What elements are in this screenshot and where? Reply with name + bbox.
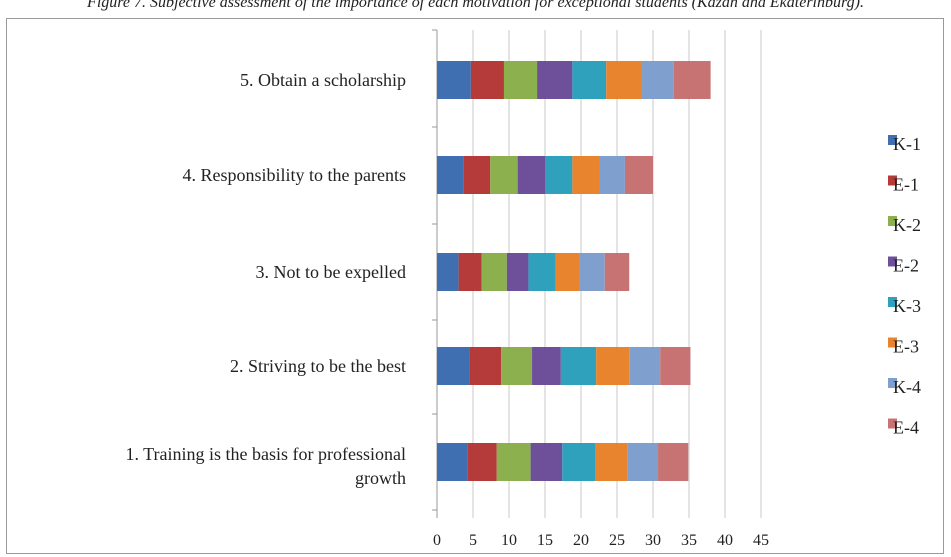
legend-swatch <box>888 297 897 307</box>
legend-label: K-4 <box>893 377 921 397</box>
bar-segment-e-1 <box>469 347 502 385</box>
bar-segment-e-1 <box>458 253 482 291</box>
bar-segment-e-3 <box>555 253 580 291</box>
bar-segment-k-3 <box>562 443 596 481</box>
bar-segment-k-2 <box>501 347 533 385</box>
x-tick-label: 20 <box>573 532 589 549</box>
bar-segment-e-4 <box>658 443 689 481</box>
category-label: 3. Not to be expelled <box>256 262 406 282</box>
bar-segment-e-4 <box>604 253 630 291</box>
bar-segment-e-3 <box>606 61 642 99</box>
category-label: 5. Obtain a scholarship <box>240 70 406 90</box>
bar-segment-k-3 <box>545 156 573 194</box>
bar-segment-e-4 <box>660 347 691 385</box>
bar-segment-e-4 <box>673 61 711 99</box>
legend-label: K-3 <box>893 296 921 316</box>
x-tick-label: 30 <box>645 532 661 549</box>
bar-segment-k-4 <box>579 253 605 291</box>
legend-label: E-2 <box>893 256 919 276</box>
bar-segment-k-1 <box>437 61 471 99</box>
bar-segment-k-3 <box>560 347 597 385</box>
x-tick-labels: 0 5 10 15 20 25 30 35 40 45 <box>433 532 769 549</box>
bar-segment-k-4 <box>629 347 661 385</box>
bar-segment-k-4 <box>641 61 674 99</box>
bar-segment-e-3 <box>595 443 628 481</box>
category-labels: 5. Obtain a scholarship 4. Responsibility… <box>126 70 407 488</box>
legend-swatch <box>888 418 897 429</box>
legend-swatch <box>888 337 897 348</box>
bar-segment-e-4 <box>624 156 653 194</box>
bar-segment-k-2 <box>481 253 507 291</box>
x-tick-label: 45 <box>753 532 769 549</box>
legend-label: E-4 <box>893 418 919 438</box>
bar-segment-k-1 <box>437 347 470 385</box>
bar-segment-k-4 <box>627 443 659 481</box>
bar-segment-e-2 <box>517 156 545 194</box>
legend-swatch <box>888 216 897 226</box>
figure-caption: Figure 7. Subjective assessment of the i… <box>87 0 864 11</box>
x-tick-label: 10 <box>501 532 517 549</box>
x-tick-label: 25 <box>609 532 625 549</box>
legend-swatch <box>888 378 897 388</box>
legend-label: E-3 <box>893 337 919 357</box>
x-tick-label: 15 <box>537 532 553 549</box>
bar-segment-e-1 <box>467 443 497 481</box>
bar-segment-e-2 <box>532 347 561 385</box>
bar-segment-e-3 <box>572 156 599 194</box>
legend-label: K-1 <box>893 134 921 154</box>
bar-segment-e-2 <box>530 443 563 481</box>
bar-segment-k-4 <box>599 156 625 194</box>
bars <box>437 61 711 481</box>
category-label: 1. Training is the basis for professiona… <box>126 444 407 464</box>
x-tick-label: 0 <box>433 532 441 549</box>
bar-segment-e-3 <box>596 347 630 385</box>
category-label: 4. Responsibility to the parents <box>183 165 406 185</box>
bar-segment-k-1 <box>437 156 464 194</box>
legend: K-1 E-1 K-2 E-2 K-3 E-3 K-4 E-4 <box>888 134 921 438</box>
y-axis-ticks <box>432 29 437 511</box>
legend-swatch <box>888 256 897 267</box>
legend-label: K-2 <box>893 215 921 235</box>
bar-segment-k-2 <box>503 61 538 99</box>
legend-label: E-1 <box>893 175 919 195</box>
category-label: growth <box>355 468 406 488</box>
bar-segment-e-1 <box>463 156 491 194</box>
bar-segment-k-3 <box>528 253 556 291</box>
x-tick-label: 35 <box>681 532 697 549</box>
bar-segment-k-1 <box>437 443 468 481</box>
category-label: 2. Striving to be the best <box>230 356 406 376</box>
bar-segment-e-1 <box>470 61 504 99</box>
bar-segment-k-2 <box>490 156 518 194</box>
bar-segment-e-2 <box>506 253 529 291</box>
legend-swatch <box>888 135 897 145</box>
x-tick-label: 40 <box>717 532 733 549</box>
bar-segment-e-2 <box>537 61 573 99</box>
legend-swatch <box>888 175 897 186</box>
x-tick-label: 5 <box>469 532 477 549</box>
bar-segment-k-3 <box>572 61 607 99</box>
bar-segment-k-2 <box>496 443 531 481</box>
bar-segment-k-1 <box>437 253 459 291</box>
